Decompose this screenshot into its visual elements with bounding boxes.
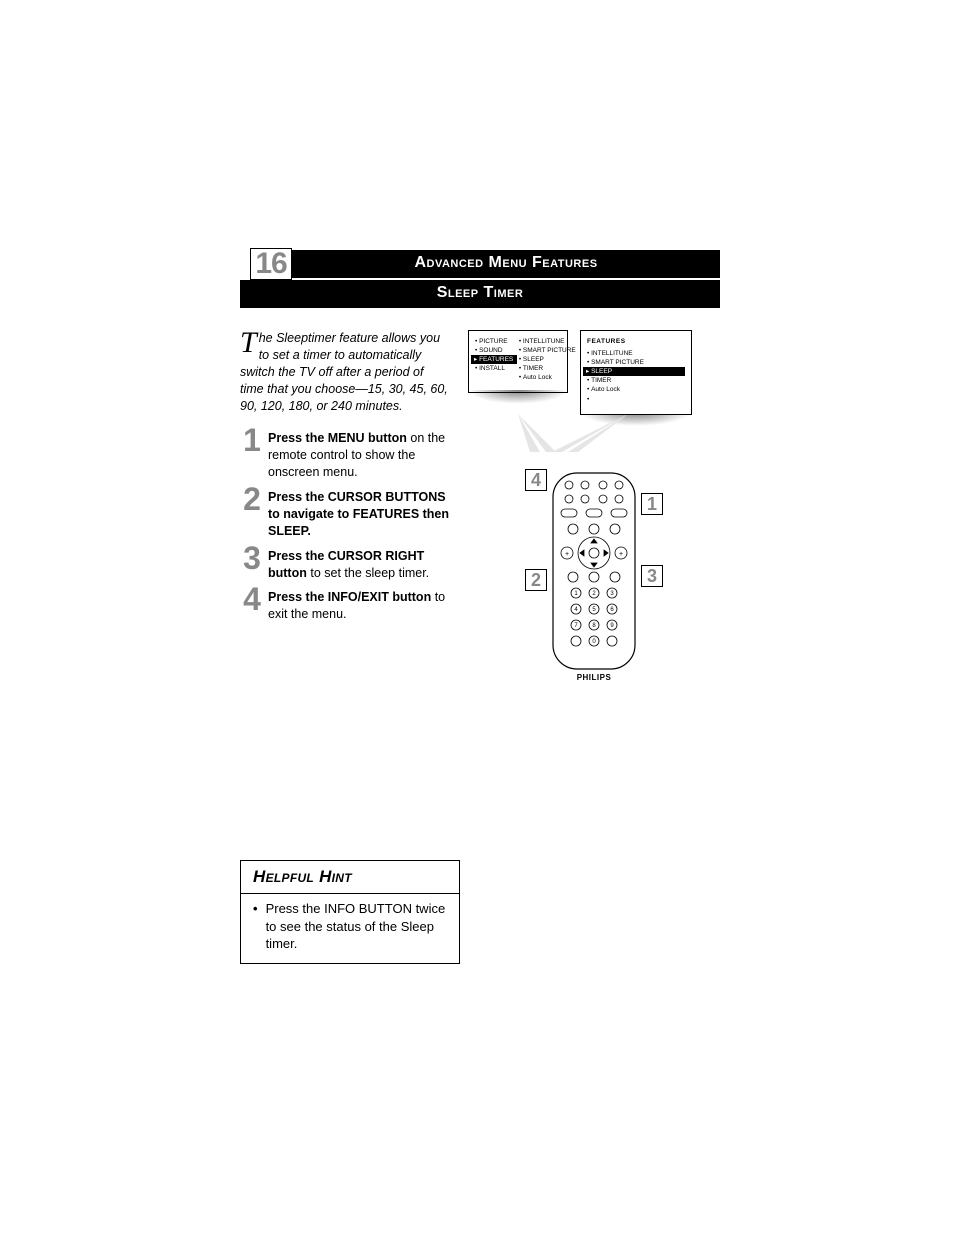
- tv-item: SOUND: [475, 346, 517, 355]
- step-bold: Press the MENU button: [268, 431, 407, 445]
- tv-item: SLEEP: [519, 355, 561, 364]
- sub-header-bar: Sleep Timer: [240, 280, 720, 308]
- beam-icon: [468, 414, 698, 456]
- remote-diagram: 4 1 2 3: [549, 471, 639, 682]
- tv-item-selected: SLEEP: [583, 367, 685, 376]
- hint-text: Press the INFO BUTTON twice to see the s…: [266, 900, 447, 953]
- callout-2: 2: [525, 569, 547, 591]
- step-bold: Press the CURSOR BUTTONS to navigate to …: [268, 490, 449, 538]
- step-number: 1: [240, 428, 264, 452]
- content-row: The Sleeptimer feature allows you to set…: [240, 330, 720, 682]
- tv-item: Auto Lock: [587, 385, 685, 394]
- step-rest: to set the sleep timer.: [307, 566, 429, 580]
- tv-item: INSTALL: [475, 364, 517, 373]
- svg-text:+: +: [565, 551, 569, 558]
- tv-item: INTELLITUNE: [519, 337, 561, 346]
- step-number: 4: [240, 587, 264, 611]
- intro-text: he Sleeptimer feature allows you to set …: [240, 331, 448, 413]
- tv-menu-row: PICTURE SOUND FEATURES INSTALL INTELLITU…: [468, 330, 720, 426]
- tv-menu-left: PICTURE SOUND FEATURES INSTALL INTELLITU…: [468, 330, 568, 393]
- tv-menu-left-wrap: PICTURE SOUND FEATURES INSTALL INTELLITU…: [468, 330, 568, 404]
- helpful-hint-box: Helpful Hint • Press the INFO BUTTON twi…: [240, 860, 460, 964]
- header-bar: Advanced Menu Features: [272, 250, 720, 278]
- manual-page: 16 Advanced Menu Features Sleep Timer Th…: [240, 250, 720, 682]
- shadow-icon: [468, 390, 568, 404]
- tv-item: PICTURE: [475, 337, 517, 346]
- instructions-column: The Sleeptimer feature allows you to set…: [240, 330, 450, 682]
- tv-menu-right-title: FEATURES: [587, 337, 685, 346]
- intro-paragraph: The Sleeptimer feature allows you to set…: [240, 330, 450, 414]
- step-bold: Press the INFO/EXIT button: [268, 590, 431, 604]
- tv-item: SMART PICTURE: [519, 346, 561, 355]
- hint-title: Helpful Hint: [241, 861, 459, 894]
- callout-1: 1: [641, 493, 663, 515]
- diagram-column: PICTURE SOUND FEATURES INSTALL INTELLITU…: [468, 330, 720, 682]
- remote-icon: + + 123 456: [549, 471, 639, 671]
- step-text: Press the CURSOR BUTTONS to navigate to …: [268, 487, 450, 540]
- tv-item: SMART PICTURE: [587, 358, 685, 367]
- tv-menu-right-wrap: FEATURES INTELLITUNE SMART PICTURE SLEEP…: [580, 330, 692, 426]
- bullet-icon: •: [253, 900, 258, 953]
- step-number: 3: [240, 546, 264, 570]
- tv-item: Auto Lock: [519, 373, 561, 382]
- tv-item-blank: [587, 395, 685, 404]
- page-number-box: 16: [250, 248, 292, 280]
- step-4: 4 Press the INFO/EXIT button to exit the…: [240, 587, 450, 623]
- callout-4: 4: [525, 469, 547, 491]
- callout-3: 3: [641, 565, 663, 587]
- step-number: 2: [240, 487, 264, 511]
- tv-menu-right: FEATURES INTELLITUNE SMART PICTURE SLEEP…: [580, 330, 692, 415]
- tv-item: TIMER: [519, 364, 561, 373]
- step-text: Press the INFO/EXIT button to exit the m…: [268, 587, 450, 623]
- tv-selected-value: 15: [674, 367, 681, 376]
- drop-cap: T: [240, 330, 259, 354]
- tv-item-selected: FEATURES: [471, 355, 517, 364]
- step-3: 3 Press the CURSOR RIGHT button to set t…: [240, 546, 450, 582]
- remote-brand: PHILIPS: [549, 673, 639, 682]
- step-2: 2 Press the CURSOR BUTTONS to navigate t…: [240, 487, 450, 540]
- tv-item: TIMER: [587, 376, 685, 385]
- hint-body: • Press the INFO BUTTON twice to see the…: [241, 894, 459, 963]
- step-text: Press the MENU button on the remote cont…: [268, 428, 450, 481]
- svg-text:+: +: [619, 551, 623, 558]
- tv-menu-left-col2: INTELLITUNE SMART PICTURE SLEEP TIMER Au…: [519, 337, 561, 382]
- page-number: 16: [255, 247, 286, 280]
- step-1: 1 Press the MENU button on the remote co…: [240, 428, 450, 481]
- tv-menu-left-col1: PICTURE SOUND FEATURES INSTALL: [475, 337, 517, 373]
- step-text: Press the CURSOR RIGHT button to set the…: [268, 546, 450, 582]
- tv-item: INTELLITUNE: [587, 349, 685, 358]
